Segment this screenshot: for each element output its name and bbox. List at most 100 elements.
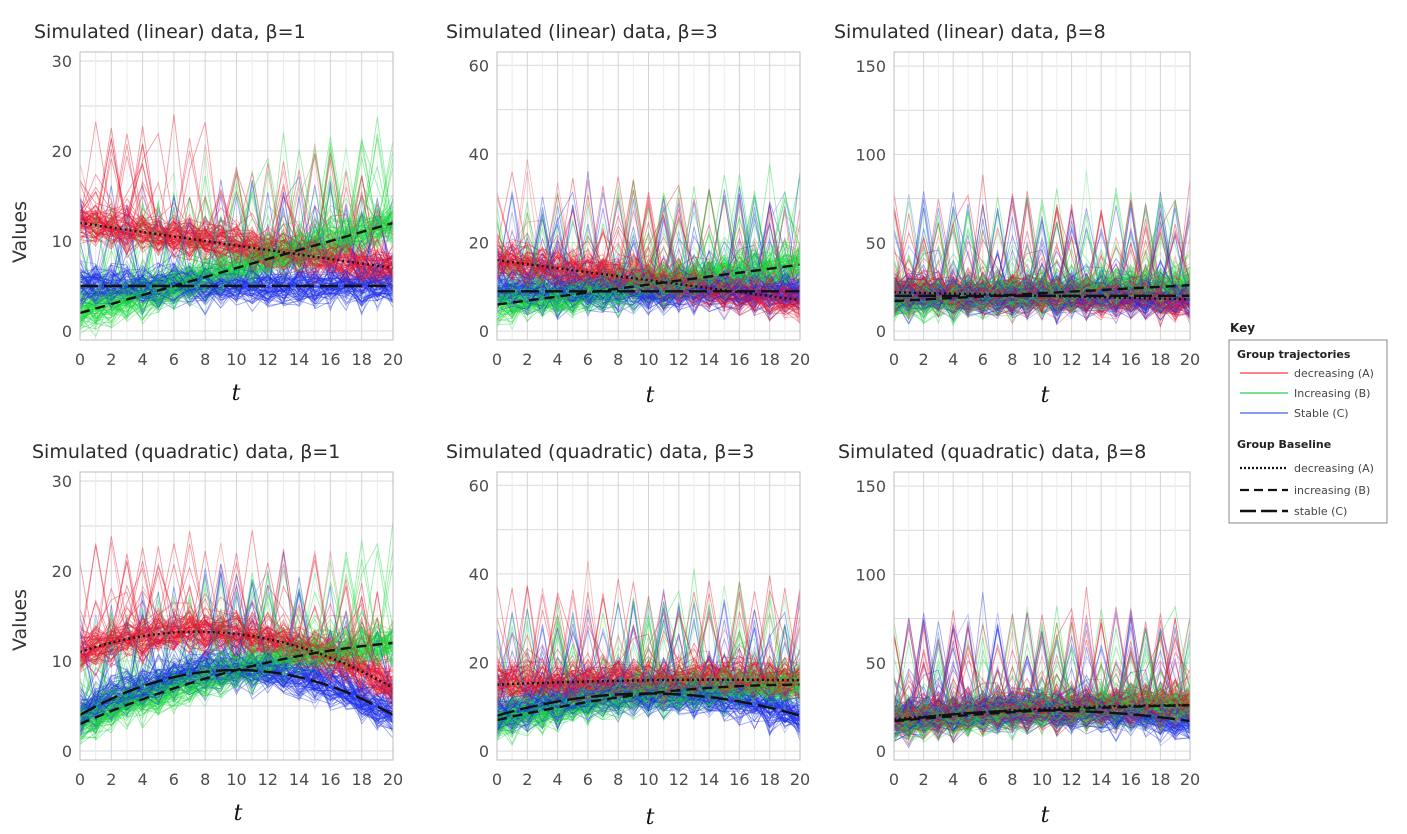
trajectory-a (497, 232, 800, 306)
trajectory-b (80, 188, 393, 316)
trajectory-c (80, 217, 393, 310)
trajectory-b (497, 635, 800, 726)
x-tick-label: 20 (790, 350, 810, 369)
trajectory-a (80, 543, 393, 695)
trajectory-b (497, 602, 800, 732)
x-tick-label: 8 (613, 350, 623, 369)
trajectory-a (80, 143, 393, 282)
y-tick-label: 60 (469, 476, 489, 495)
trajectory-a (80, 210, 393, 279)
trajectory-a (497, 203, 800, 302)
trajectory-a (497, 585, 800, 692)
trajectory-c (894, 659, 1190, 741)
trajectory-a (80, 206, 393, 278)
trajectory-a (80, 591, 393, 698)
trajectory-a (497, 561, 800, 700)
trajectory-a (80, 152, 393, 267)
trajectory-b (80, 627, 393, 719)
trajectory-b (497, 592, 800, 729)
x-tick-label: 12 (1061, 350, 1081, 369)
trajectory-c (80, 271, 393, 307)
trajectory-c (80, 217, 393, 304)
trajectory-a (894, 629, 1190, 728)
trajectory-b (894, 690, 1190, 729)
trajectory-c (894, 683, 1190, 732)
trajectory-a (80, 606, 393, 697)
trajectory-a (80, 203, 393, 283)
trajectory-a (80, 205, 393, 278)
trajectory-c (894, 676, 1190, 739)
y-tick-label: 0 (479, 742, 489, 761)
trajectory-c (497, 618, 800, 728)
trajectory-b (894, 693, 1190, 733)
trajectory-a (80, 617, 393, 694)
trajectory-a (497, 664, 800, 700)
trajectory-c (80, 223, 393, 309)
trajectory-a (80, 614, 393, 687)
trajectory-b (497, 599, 800, 726)
trajectory-c (80, 651, 393, 712)
trajectory-c (894, 700, 1190, 741)
panel-title: Simulated (quadratic) data, β=8 (838, 441, 1146, 463)
trajectory-b (497, 680, 800, 736)
trajectory-b (80, 226, 393, 327)
trajectory-a (894, 268, 1190, 315)
trajectory-a (497, 249, 800, 325)
trajectory-c (497, 624, 800, 732)
trajectory-a (80, 186, 393, 273)
trajectory-b (894, 652, 1190, 726)
x-axis-label: t (1041, 803, 1050, 828)
trajectory-c (894, 280, 1190, 316)
trajectory-c (80, 251, 393, 307)
trajectory-a (497, 245, 800, 316)
trajectory-a (80, 572, 393, 702)
trajectory-b (80, 191, 393, 320)
trajectory-a (497, 233, 800, 309)
trajectory-a (894, 679, 1190, 731)
trajectory-b (80, 632, 393, 730)
trajectory-a (80, 614, 393, 706)
trajectory-c (80, 269, 393, 307)
trajectory-a (497, 196, 800, 304)
trajectory-a (497, 260, 800, 308)
trajectory-c (80, 662, 393, 722)
trajectory-a (497, 588, 800, 700)
trajectory-c (497, 628, 800, 721)
trajectory-c (497, 673, 800, 725)
y-axis-label: Values (9, 201, 31, 263)
trajectory-a (497, 575, 800, 701)
trajectory-a (497, 592, 800, 710)
trajectory-c (80, 652, 393, 720)
trajectory-a (80, 209, 393, 286)
trajectory-b (497, 667, 800, 724)
trajectory-c (497, 241, 800, 317)
trajectory-c (894, 627, 1190, 741)
trajectory-b (894, 689, 1190, 732)
baseline-b (80, 641, 393, 726)
trajectory-a (80, 202, 393, 282)
trajectory-a (497, 254, 800, 305)
trajectory-c (497, 665, 800, 718)
trajectory-b (497, 601, 800, 725)
trajectory-a (80, 192, 393, 276)
trajectory-c (80, 253, 393, 307)
trajectory-c (80, 601, 393, 722)
trajectory-b (894, 261, 1190, 317)
trajectory-b (80, 203, 393, 312)
trajectory-a (497, 198, 800, 312)
trajectory-c (497, 603, 800, 730)
trajectory-c (894, 642, 1190, 733)
trajectory-b (497, 662, 800, 724)
trajectory-a (497, 663, 800, 699)
baseline-b (894, 284, 1190, 303)
trajectory-b (894, 687, 1190, 735)
trajectory-b (80, 207, 393, 317)
trajectory-b (80, 626, 393, 729)
trajectory-b (497, 604, 800, 729)
x-tick-label: 8 (200, 350, 210, 369)
trajectory-b (497, 620, 800, 738)
x-tick-label: 20 (383, 770, 403, 789)
panel-3: 0 50 100 150 0 2 4 6 8 10 12 14 16 18 20 Simulated (lin… (834, 21, 1200, 408)
trajectory-a (894, 624, 1190, 739)
trajectory-c (497, 680, 800, 731)
